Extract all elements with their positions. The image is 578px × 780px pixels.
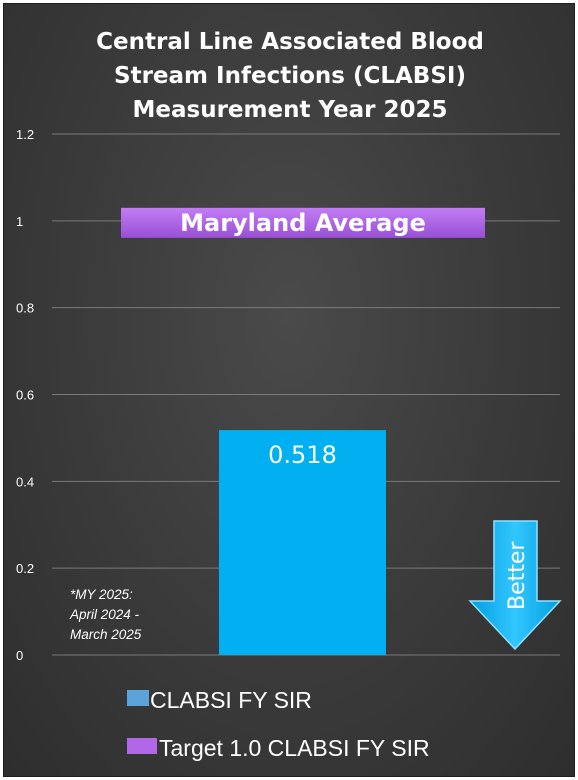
down-arrow-icon <box>468 520 562 651</box>
y-tick-label: 0.4 <box>16 474 34 489</box>
better-arrow-icon: Better <box>468 520 562 651</box>
legend-label-clabsi-fy-sir: CLABSI FY SIR <box>150 687 312 713</box>
legend-label-target: Target 1.0 CLABSI FY SIR <box>159 735 430 761</box>
arrow-label: Better <box>505 541 530 610</box>
clabsi-chart: Central Line Associated Blood Stream Inf… <box>16 29 562 761</box>
chart-title-line-1: Central Line Associated Blood <box>96 29 484 55</box>
target-band: Maryland Average <box>121 207 485 238</box>
chart-title-line-2: Stream Infections (CLABSI) <box>114 63 466 89</box>
note-line-1: *MY 2025: <box>70 587 133 602</box>
bar-series: 0.518 <box>219 430 386 655</box>
legend: CLABSI FY SIR Target 1.0 CLABSI FY SIR <box>127 687 430 761</box>
legend-swatch-clabsi-fy-sir <box>127 690 149 706</box>
chart-title-line-3: Measurement Year 2025 <box>133 97 448 123</box>
y-axis-ticks: 0 0.2 0.4 0.6 0.8 1 1.2 <box>16 127 34 663</box>
y-tick-label: 0.6 <box>16 388 34 403</box>
bar-clabsi-fy-sir <box>219 430 386 655</box>
y-tick-label: 0 <box>16 648 23 663</box>
y-tick-label: 0.2 <box>16 561 34 576</box>
y-tick-label: 0.8 <box>16 301 34 316</box>
target-line-bar <box>121 207 485 238</box>
y-tick-label: 1.2 <box>16 127 34 142</box>
target-label: Maryland Average <box>180 209 426 237</box>
chart-title: Central Line Associated Blood Stream Inf… <box>96 29 484 123</box>
y-tick-label: 1 <box>16 214 23 229</box>
chart-frame: Central Line Associated Blood Stream Inf… <box>3 3 575 777</box>
note-line-3: March 2025 <box>70 627 142 642</box>
legend-swatch-target <box>127 738 157 754</box>
measurement-note: *MY 2025: April 2024 - March 2025 <box>69 587 142 642</box>
bar-data-label: 0.518 <box>268 441 337 469</box>
note-line-2: April 2024 - <box>69 607 140 622</box>
